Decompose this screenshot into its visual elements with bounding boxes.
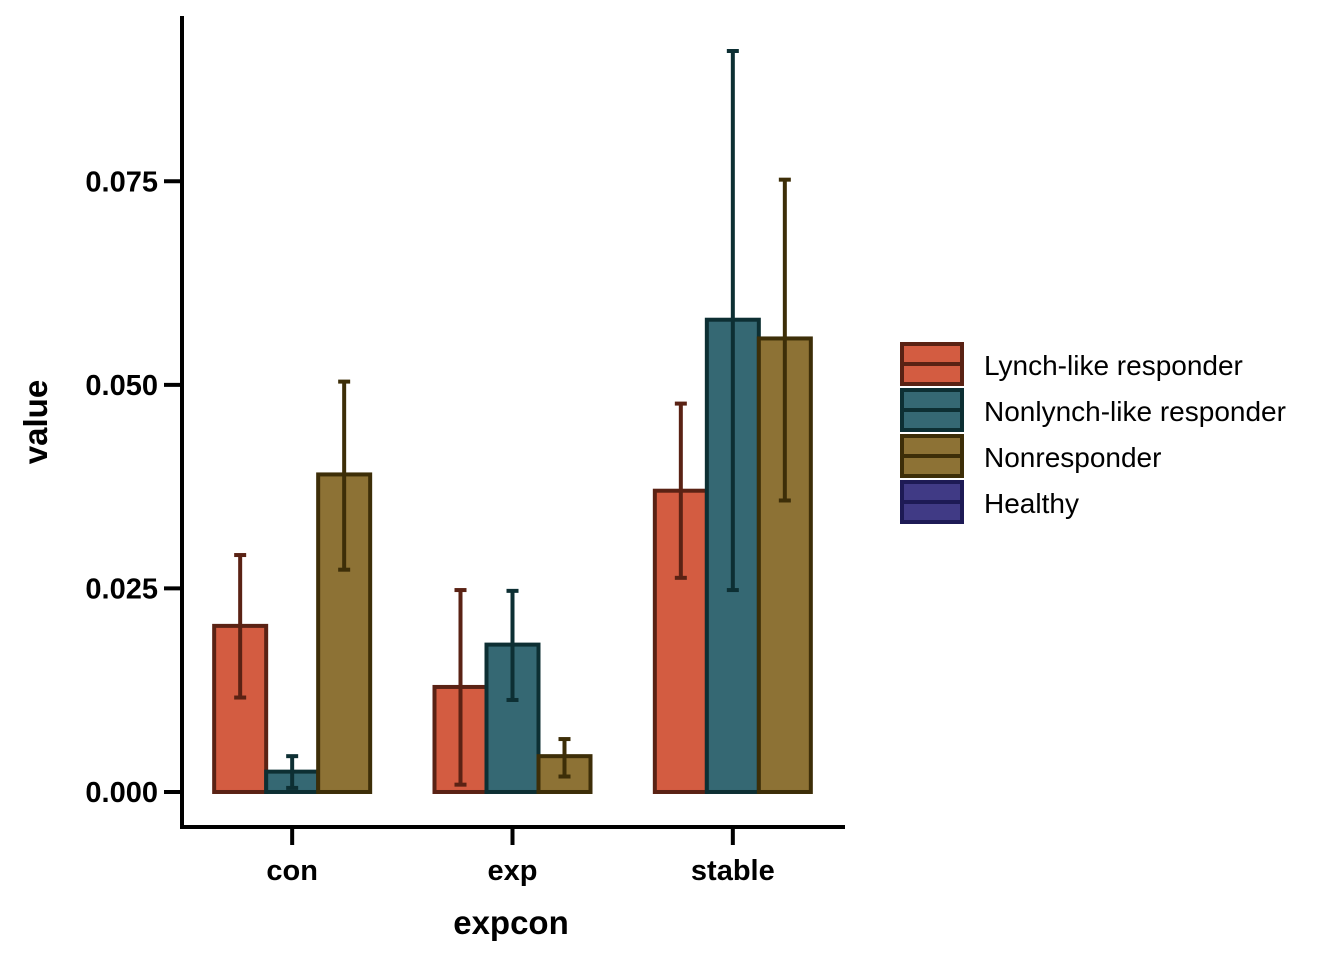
legend-label: Healthy [984,488,1079,519]
error-bar [558,737,571,779]
error-bar [338,379,351,572]
error-bar [778,177,791,503]
legend-item-nonlynch-like-responder: Nonlynch-like responder [900,388,1286,432]
x-tick-label: stable [691,855,775,887]
error-bar [454,588,467,787]
x-axis-title: expcon [453,904,569,941]
error-bar [674,401,687,580]
ticks-layer: 0.000 0.025 0.050 0.075 con exp stable [85,166,774,887]
legend-item-healthy: Healthy [900,480,1079,524]
legend-item-nonresponder: Nonresponder [900,434,1161,478]
error-bar [286,754,299,790]
x-tick-label: con [266,855,318,887]
x-tick-label: exp [488,855,538,887]
y-tick-label: 0.025 [85,573,158,605]
y-tick-label: 0.050 [85,370,158,402]
bars-layer [212,49,813,794]
error-bar [234,553,247,700]
y-axis-title: value [17,380,54,464]
error-bar [726,49,739,593]
legend-label: Lynch-like responder [984,350,1243,381]
y-tick-label: 0.075 [85,166,158,198]
legend: Lynch-like responder Nonlynch-like respon… [900,342,1286,524]
y-tick-label: 0.000 [85,777,158,809]
legend-label: Nonresponder [984,442,1161,473]
legend-item-lynch-like-responder: Lynch-like responder [900,342,1243,386]
error-bar [506,588,519,702]
legend-label: Nonlynch-like responder [984,396,1286,427]
